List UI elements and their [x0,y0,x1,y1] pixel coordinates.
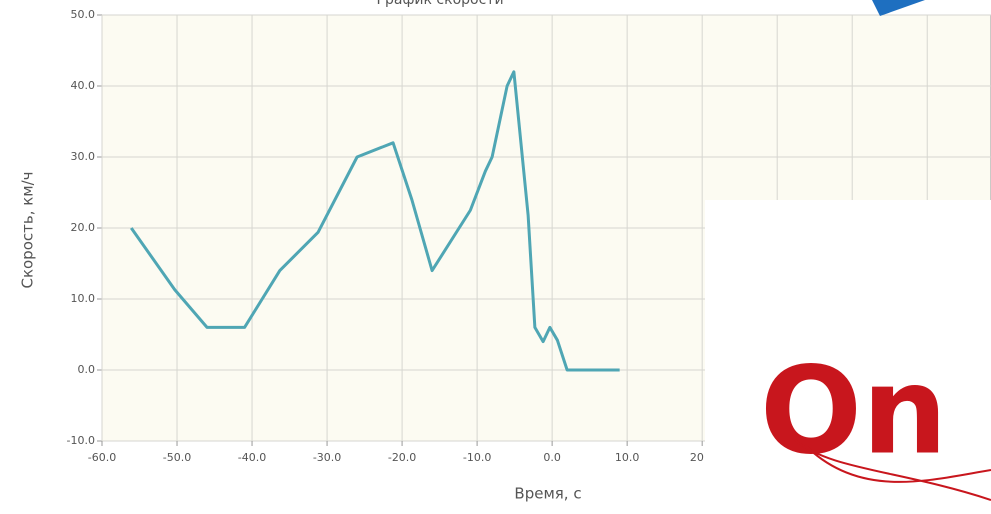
chart-title: График скорости [376,0,503,8]
y-tick-label: -10.0 [67,434,95,447]
y-tick-label: 0.0 [78,363,96,376]
x-axis-label: Время, с [514,485,581,503]
x-tick-label: -50.0 [163,451,191,464]
y-tick-label: 40.0 [71,79,96,92]
x-tick-label: -60.0 [88,451,116,464]
y-tick-label: 30.0 [71,150,96,163]
x-tick-label: -40.0 [238,451,266,464]
data-line [130,70,620,372]
x-tick-label: -20.0 [388,451,416,464]
decoration [872,0,925,16]
y-tick-label: 20.0 [71,221,96,234]
logo-cable [794,439,991,501]
y-tick-label: 10.0 [71,292,96,305]
x-tick-label: -10.0 [463,451,491,464]
logo-overlay: On [705,200,991,514]
logo-text: On [760,343,947,482]
y-tick-label: 50.0 [71,8,96,21]
y-axis-label: Скорость, км/ч [19,171,37,288]
x-tick-label: 10.0 [615,451,640,464]
x-tick-label: 0.0 [543,451,561,464]
overlay-box [705,200,991,514]
x-tick-label: -30.0 [313,451,341,464]
